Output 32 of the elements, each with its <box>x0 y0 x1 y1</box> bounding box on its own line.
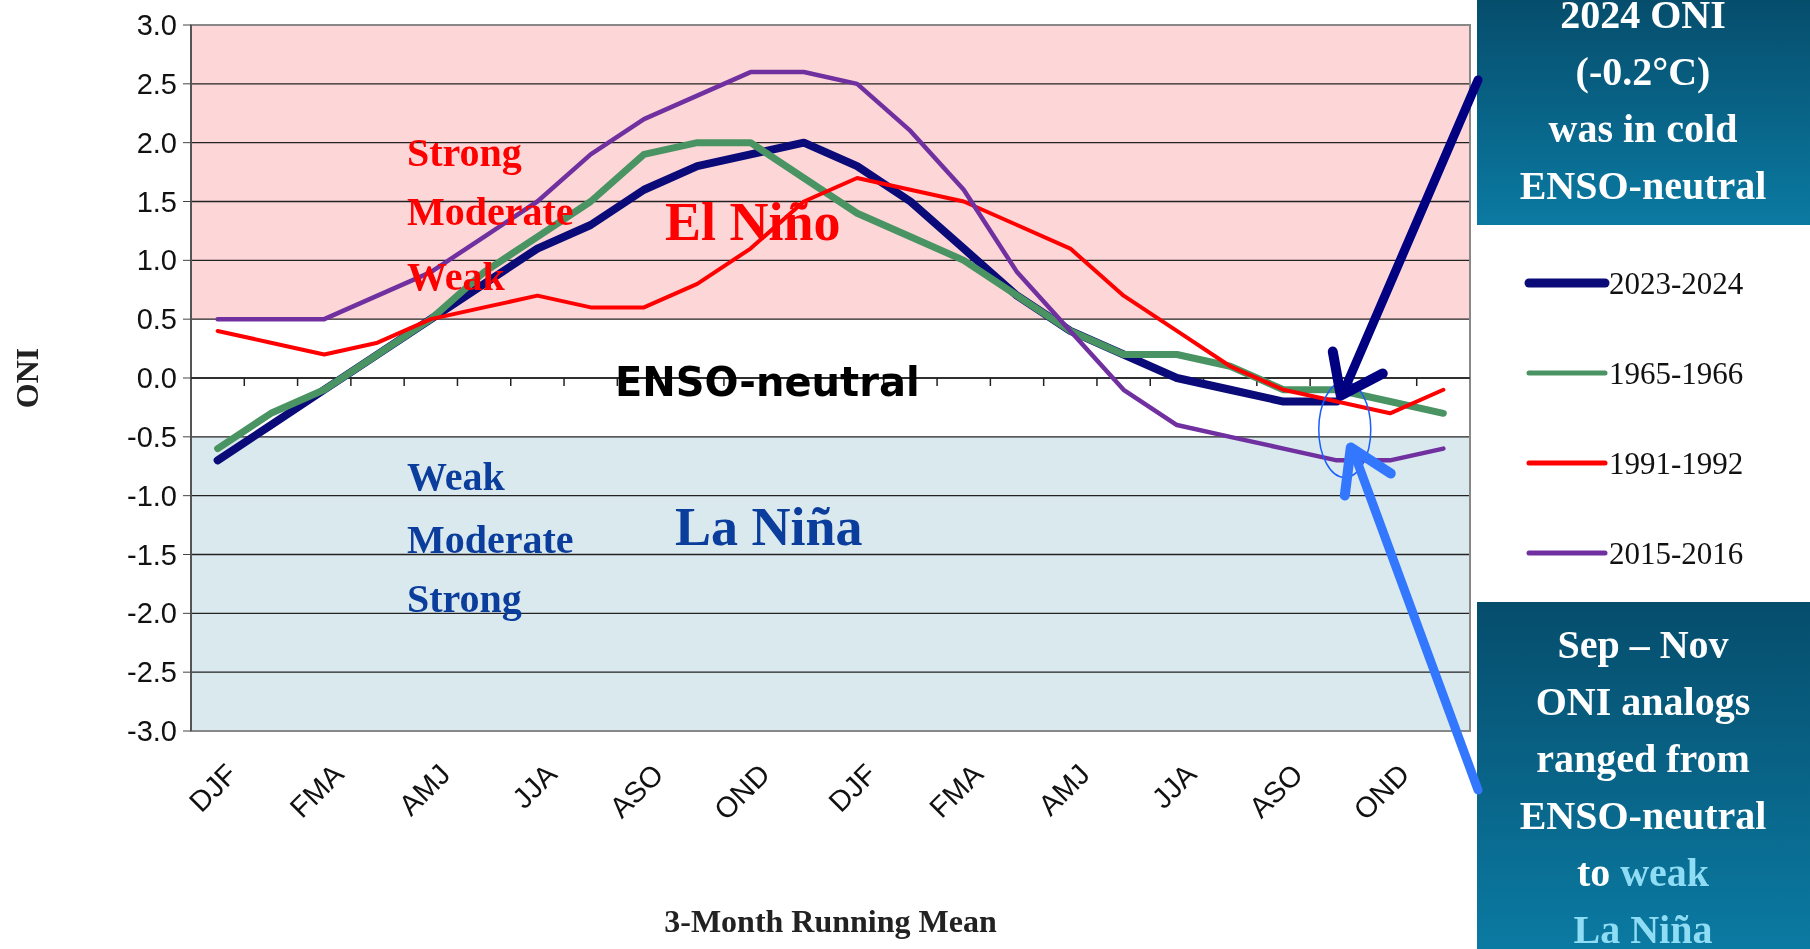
annotation: Weak <box>407 454 506 499</box>
x-tick-label: DJF <box>822 757 883 819</box>
legend-label: 2015-2016 <box>1609 535 1744 571</box>
y-axis-title: ONI <box>9 347 45 409</box>
annotation: La Niña <box>675 497 863 557</box>
y-tick-label: 2.0 <box>136 126 177 159</box>
text: 2024 ONI (-0.2°C) was in cold ENSO-neutral <box>1519 0 1767 208</box>
y-tick-label: 3.0 <box>136 9 177 42</box>
line-series <box>215 175 1446 416</box>
annotation: Moderate <box>407 517 574 562</box>
line-series <box>215 69 1446 463</box>
y-tick-label: 0.0 <box>136 362 177 395</box>
legend-label: 1965-1966 <box>1609 355 1744 391</box>
y-tick-label: -1.5 <box>127 538 177 571</box>
legend-label: 2023-2024 <box>1609 265 1744 301</box>
x-tick-label: DJF <box>182 757 244 819</box>
y-tick-label: 0.5 <box>136 303 177 336</box>
x-tick-label: JJA <box>506 757 564 815</box>
y-tick-label: 1.0 <box>136 244 177 277</box>
y-tick-label: -1.0 <box>127 479 177 512</box>
y-tick-label: 2.5 <box>136 67 177 100</box>
x-tick-label: JJA <box>1145 757 1203 815</box>
legend-label: 1991-1992 <box>1609 445 1744 481</box>
annotation: Strong <box>407 576 522 621</box>
y-tick-label: -0.5 <box>127 420 177 453</box>
text: Sep – Nov ONI analogs ranged from ENSO-neutral to weak La Niña <box>1519 622 1767 949</box>
annotation: Strong <box>407 130 522 175</box>
y-tick-label: 1.5 <box>136 185 177 218</box>
y-tick-label: -2.0 <box>127 597 177 630</box>
x-axis-title: 3-Month Running Mean <box>664 903 997 939</box>
y-tick-label: -2.5 <box>127 656 177 689</box>
y-tick-label: -3.0 <box>127 715 177 748</box>
